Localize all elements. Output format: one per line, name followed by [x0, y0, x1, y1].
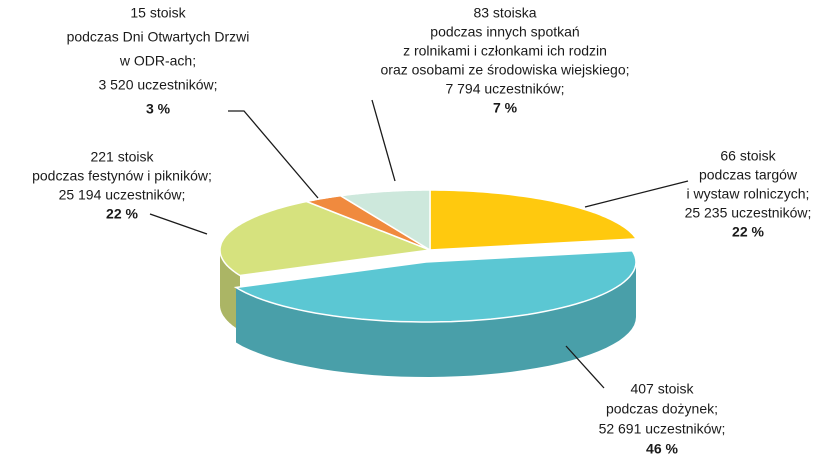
slice-label: 3 520 uczestników; — [98, 77, 217, 93]
slice-label: 15 stoisk — [130, 5, 186, 21]
pie-slice — [304, 194, 431, 251]
pie-slice — [338, 189, 431, 252]
slice-label: 7 794 uczestników; — [445, 81, 564, 97]
slice-label: podczas festynów i pikników; — [32, 168, 212, 184]
slice-label: 25 235 uczestników; — [685, 205, 812, 221]
leader-line — [371, 99, 396, 182]
slice-label: z rolnikami i członkami ich rodzin — [403, 43, 607, 59]
pie-slice-side — [236, 262, 636, 377]
leader-line — [149, 213, 208, 235]
slice-value-label: 3 % — [146, 101, 171, 117]
slice-value-label: 22 % — [732, 224, 764, 240]
pie-slice — [233, 250, 637, 323]
slice-value-label: 7 % — [493, 100, 518, 116]
leader-line — [565, 345, 605, 389]
slice-value-label: 46 % — [646, 441, 678, 457]
slice-label: podczas dożynek; — [606, 401, 718, 417]
pie-slice-side — [220, 250, 240, 331]
slice-label: 66 stoisk — [720, 148, 776, 164]
slice-value-label: 22 % — [106, 206, 138, 222]
slice-label: oraz osobami ze środowiska wiejskiego; — [381, 62, 630, 78]
slice-label: i wystaw rolniczych; — [687, 186, 810, 202]
pie — [219, 189, 638, 377]
slice-label: 52 691 uczestników; — [599, 421, 726, 437]
slice-label: w ODR-ach; — [119, 53, 196, 69]
slice-label: 221 stoisk — [90, 149, 154, 165]
leader-line — [584, 180, 689, 208]
slice-label: 25 194 uczestników; — [59, 187, 186, 203]
pie-slice — [429, 189, 638, 251]
labels: 66 stoisk podczas targów i wystaw rolniczy… — [32, 5, 811, 457]
slice-label: podczas targów — [699, 167, 798, 183]
leader-line — [228, 110, 319, 199]
slice-label: 407 stoisk — [630, 381, 694, 397]
slice-label: podczas Dni Otwartych Drzwi — [67, 29, 250, 45]
slice-label: 83 stoiska — [473, 5, 536, 21]
pie-slice — [219, 200, 433, 277]
slice-label: podczas innych spotkań — [430, 24, 579, 40]
